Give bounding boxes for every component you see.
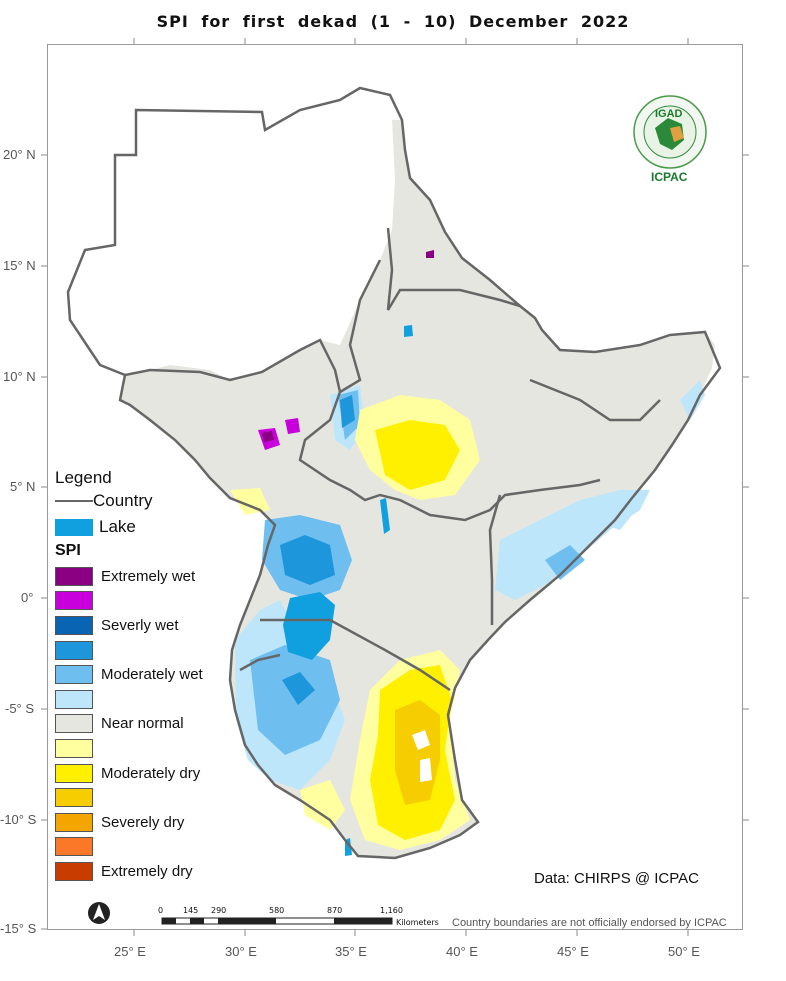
scale-tick: 290 — [211, 906, 227, 915]
lake-holes — [412, 730, 432, 782]
lake-victoria — [283, 592, 335, 660]
legend-swatch — [55, 640, 93, 660]
legend-swatch — [55, 566, 93, 586]
country-line-icon — [55, 500, 93, 502]
north-arrow — [88, 902, 110, 924]
disclaimer: Country boundaries are not officially en… — [452, 917, 727, 929]
lake-turkana — [380, 498, 390, 534]
lake-tana — [404, 325, 413, 337]
spi-title: SPI — [55, 542, 81, 559]
lat-label: 5° N — [10, 479, 36, 494]
legend-class-label: Extremely dry — [101, 862, 193, 880]
lat-label: -5° S — [5, 701, 35, 716]
legend-class-row — [55, 589, 245, 614]
lon-label: 45° E — [557, 944, 589, 959]
legend-swatch — [55, 837, 93, 857]
legend-class-row — [55, 736, 245, 761]
legend-class-row: Near normal — [55, 712, 245, 737]
axis-ticks — [41, 38, 749, 936]
country-boundaries — [66, 86, 722, 860]
lat-label: 20° N — [3, 147, 36, 162]
legend: Legend Country Lake SPI Extremely wet Sev… — [55, 468, 245, 884]
legend-class-row: Moderately wet — [55, 662, 245, 687]
legend-swatch — [55, 788, 93, 808]
lon-label: 25° E — [114, 944, 146, 959]
legend-class-row — [55, 785, 245, 810]
scale-tick: 0 — [158, 906, 164, 915]
map-title: SPI for first dekad (1 - 10) December 20… — [156, 12, 630, 31]
lat-label: -10° S — [0, 812, 37, 827]
legend-title: Legend — [55, 468, 112, 487]
lake-swatch — [55, 518, 93, 536]
legend-class-row: Severly wet — [55, 613, 245, 638]
legend-swatch — [55, 763, 93, 783]
spi-severly-wet-light — [280, 395, 355, 705]
legend-lake: Lake — [55, 514, 245, 540]
legend-class-label: Extremely wet — [101, 567, 196, 585]
lat-label: -15° S — [0, 921, 37, 936]
lon-label: 35° E — [335, 944, 367, 959]
lat-label: 10° N — [3, 369, 36, 384]
legend-swatch — [55, 812, 93, 832]
legend-swatch — [55, 665, 93, 685]
legend-swatch — [55, 861, 93, 881]
legend-class-row — [55, 638, 245, 663]
lon-label: 30° E — [225, 944, 257, 959]
data-credit: Data: CHIRPS @ ICPAC — [534, 870, 699, 887]
scale-tick: 145 — [183, 906, 199, 915]
legend-class-row: Severely dry — [55, 810, 245, 835]
legend-class-label: Severely dry — [101, 813, 185, 831]
legend-class-row — [55, 687, 245, 712]
legend-swatch — [55, 689, 93, 709]
igad-logo — [633, 95, 707, 169]
legend-swatch — [55, 714, 93, 734]
legend-swatch — [55, 615, 93, 635]
logo-top-text: IGAD — [655, 108, 683, 120]
lat-label: 0° — [21, 590, 34, 605]
legend-class-row: Moderately dry — [55, 761, 245, 786]
lat-label: 15° N — [3, 258, 36, 273]
legend-swatch — [55, 738, 93, 758]
lon-label: 40° E — [446, 944, 478, 959]
legend-class-label: Moderately dry — [101, 764, 201, 782]
scale-tick: 580 — [269, 906, 285, 915]
legend-country: Country — [55, 488, 245, 514]
logo-bottom-text: ICPAC — [651, 170, 688, 184]
scale-tick: 870 — [327, 906, 343, 915]
legend-class-row: Extremely wet — [55, 564, 245, 589]
scale-unit: Kilometers — [396, 918, 439, 927]
legend-class-label: Near normal — [101, 715, 184, 733]
legend-swatch — [55, 591, 93, 611]
legend-class-row — [55, 835, 245, 860]
lakes — [283, 325, 413, 856]
legend-class-row: Extremely dry — [55, 859, 245, 884]
scale-bar — [161, 917, 393, 925]
scale-tick: 1,160 — [380, 906, 403, 915]
lon-label: 50° E — [668, 944, 700, 959]
legend-class-label: Severly wet — [101, 616, 179, 634]
legend-class-label: Moderately wet — [101, 666, 203, 684]
legend-classes: Extremely wet Severly wet Moderately wet Ne… — [55, 564, 245, 884]
